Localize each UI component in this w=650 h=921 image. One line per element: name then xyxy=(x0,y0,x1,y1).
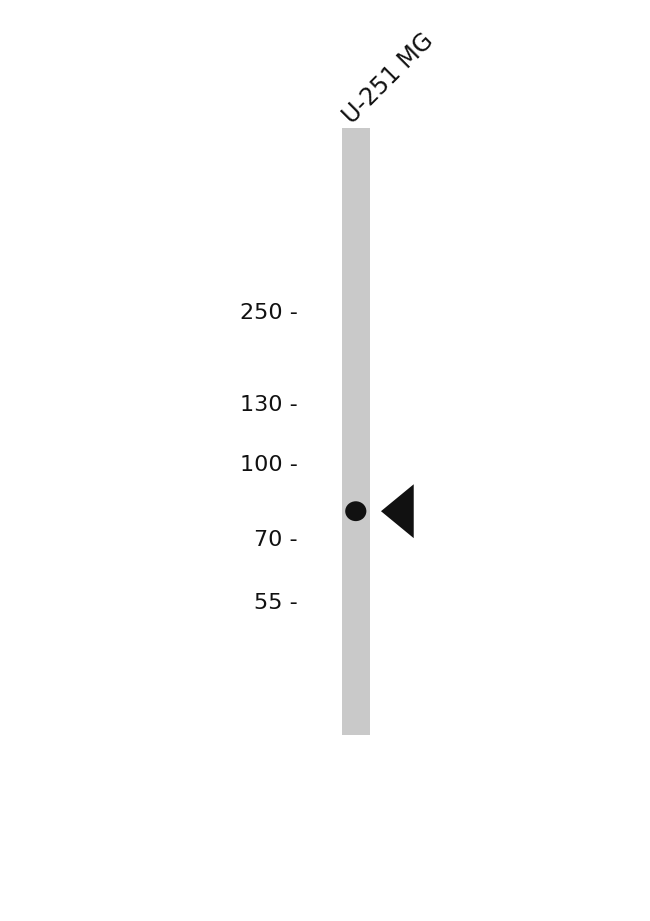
Text: 100 -: 100 - xyxy=(240,455,298,475)
Text: 70 -: 70 - xyxy=(254,530,298,550)
Text: 250 -: 250 - xyxy=(240,303,298,322)
Text: U-251 MG: U-251 MG xyxy=(339,29,439,128)
Text: 55 -: 55 - xyxy=(254,593,298,613)
Polygon shape xyxy=(381,484,413,538)
Text: 130 -: 130 - xyxy=(240,395,298,414)
Bar xyxy=(342,128,370,735)
Ellipse shape xyxy=(345,501,367,521)
